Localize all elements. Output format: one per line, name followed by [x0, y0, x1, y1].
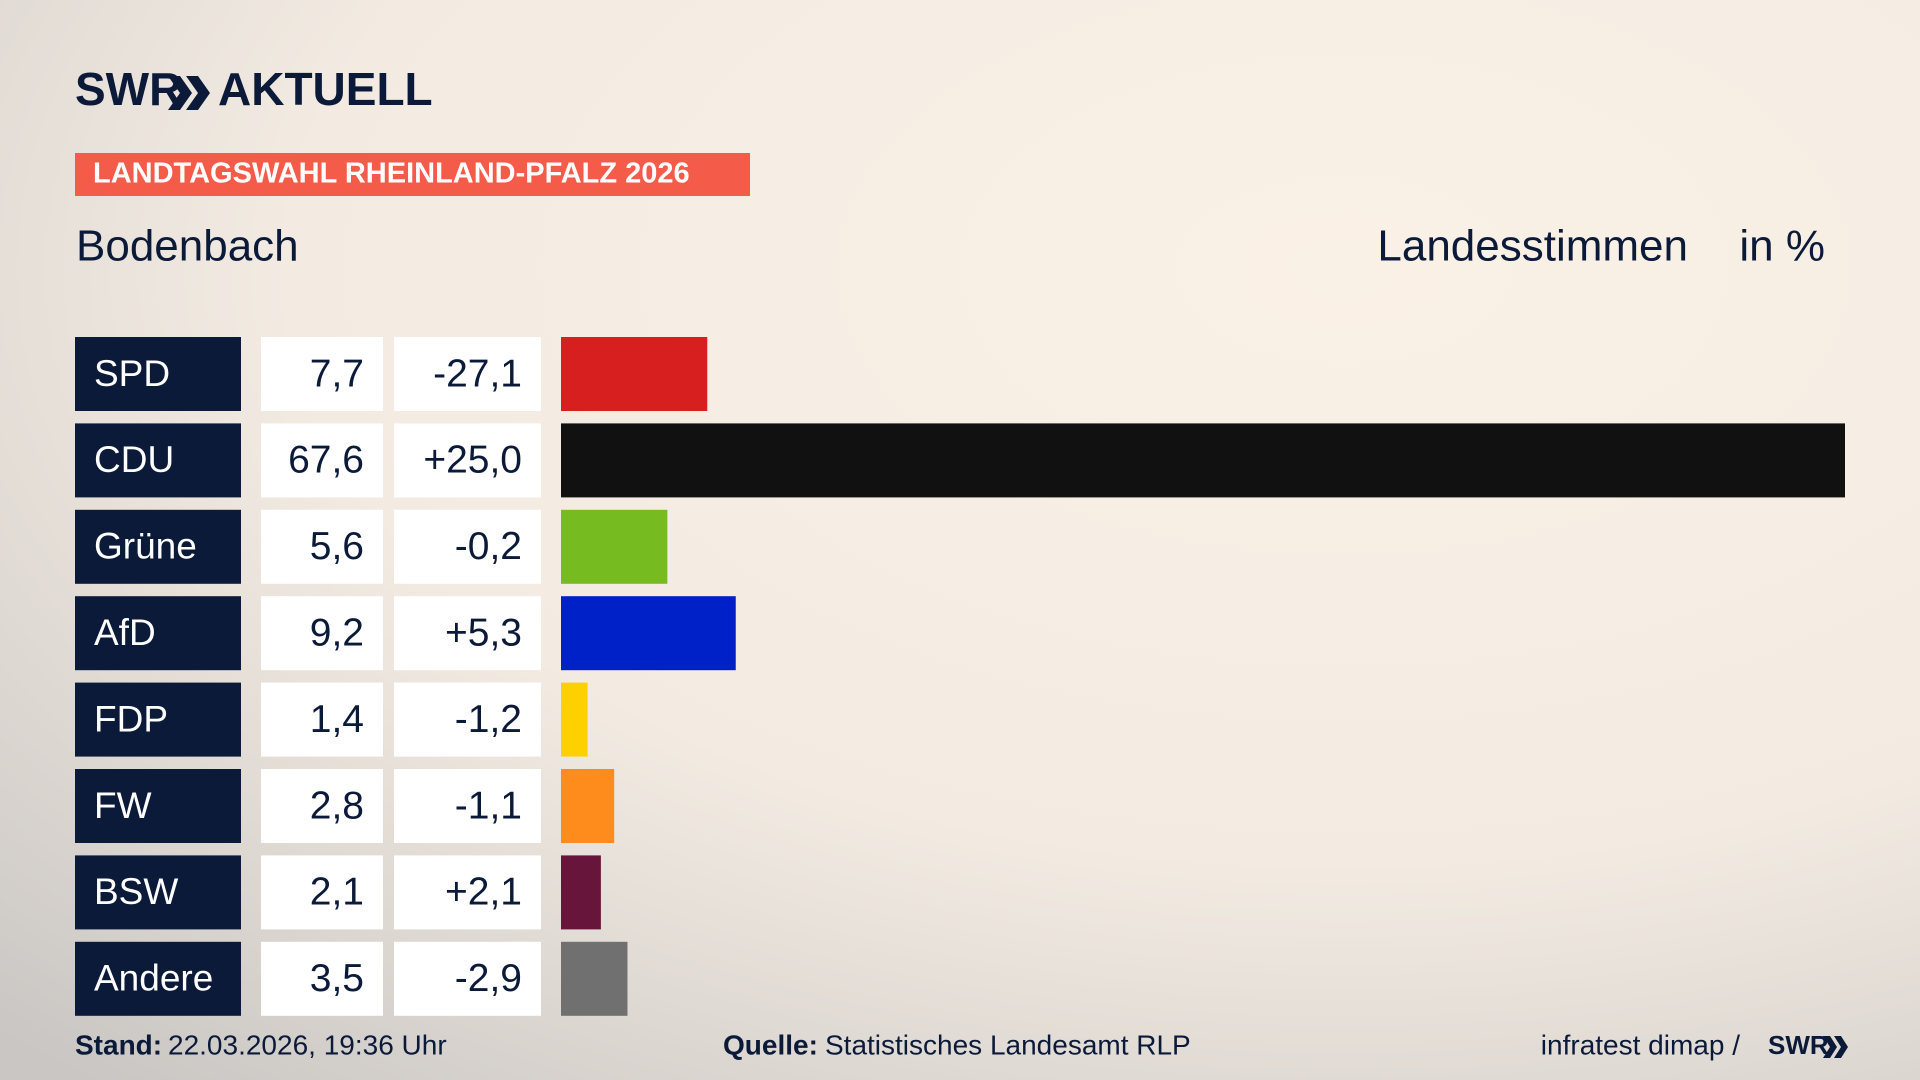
value-box	[261, 769, 383, 843]
value-label: 7,7	[310, 352, 364, 395]
change-label: -1,1	[455, 784, 522, 827]
brand-chevrons	[168, 76, 210, 110]
bar	[561, 509, 668, 584]
change-box	[394, 423, 541, 498]
bar	[561, 941, 628, 1016]
value-box	[261, 423, 383, 498]
change-box	[394, 941, 541, 1016]
change-box	[394, 682, 541, 757]
change-label: -2,9	[455, 957, 522, 1000]
chart-title: Bodenbach	[76, 222, 299, 271]
credit-brand: SWR	[1768, 1030, 1829, 1060]
value-label: 2,8	[310, 784, 364, 827]
change-label: -0,2	[455, 525, 522, 568]
change-box	[394, 509, 541, 584]
party-label: BSW	[94, 871, 178, 912]
value-label: 9,2	[310, 611, 364, 654]
value-label: 5,6	[310, 525, 364, 568]
value-label: 67,6	[288, 439, 364, 482]
party-label: Grüne	[94, 526, 197, 567]
bar	[561, 423, 1845, 498]
party-label: AfD	[94, 612, 156, 653]
value-label: 3,5	[310, 957, 364, 1000]
value-box	[261, 509, 383, 584]
change-label: -27,1	[433, 352, 522, 395]
value-label: 1,4	[310, 698, 364, 741]
change-box	[394, 337, 541, 411]
bar	[561, 337, 708, 411]
bar	[561, 596, 736, 671]
party-label: Andere	[94, 958, 213, 999]
date-label: Stand:	[75, 1029, 162, 1060]
bar	[561, 855, 601, 930]
source-label: Quelle:	[723, 1029, 818, 1060]
party-box	[75, 682, 241, 757]
bar	[561, 769, 615, 843]
banner-box	[75, 153, 750, 196]
value-box	[261, 596, 383, 671]
value-label: 2,1	[310, 871, 364, 914]
party-box	[75, 941, 241, 1016]
banner: LANDTAGSWAHL RHEINLAND-PFALZ 2026	[93, 158, 690, 190]
party-label: SPD	[94, 353, 170, 394]
brand-section: AKTUELL	[218, 63, 433, 115]
change-label: -1,2	[455, 698, 522, 741]
bar	[561, 682, 588, 757]
value-box	[261, 855, 383, 930]
source: Statistisches Landesamt RLP	[825, 1029, 1191, 1060]
credit: infratest dimap /	[1541, 1029, 1740, 1060]
change-label: +2,1	[445, 871, 522, 914]
brand: SWR	[75, 63, 182, 115]
change-label: +5,3	[445, 611, 522, 654]
value-box	[261, 941, 383, 1016]
party-box	[75, 423, 241, 498]
party-box	[75, 509, 241, 584]
measure: Landesstimmen	[1377, 222, 1688, 271]
party-box	[75, 855, 241, 930]
value-box	[261, 682, 383, 757]
party-box	[75, 596, 241, 671]
change-label: +25,0	[423, 439, 522, 482]
change-box	[394, 769, 541, 843]
party-label: CDU	[94, 439, 174, 480]
party-box	[75, 769, 241, 843]
date: 22.03.2026, 19:36 Uhr	[168, 1029, 447, 1060]
value-box	[261, 337, 383, 411]
party-label: FDP	[94, 698, 168, 739]
credit-chevrons	[1823, 1036, 1848, 1058]
party-label: FW	[94, 785, 152, 826]
change-box	[394, 855, 541, 930]
change-box	[394, 596, 541, 671]
unit: in %	[1739, 222, 1825, 271]
party-box	[75, 337, 241, 411]
rows: SPD 7,7 -27,1 CDU 67,6 +25,0 Grüne 5,6 -0,2 AfD 9,…	[75, 337, 1845, 1016]
